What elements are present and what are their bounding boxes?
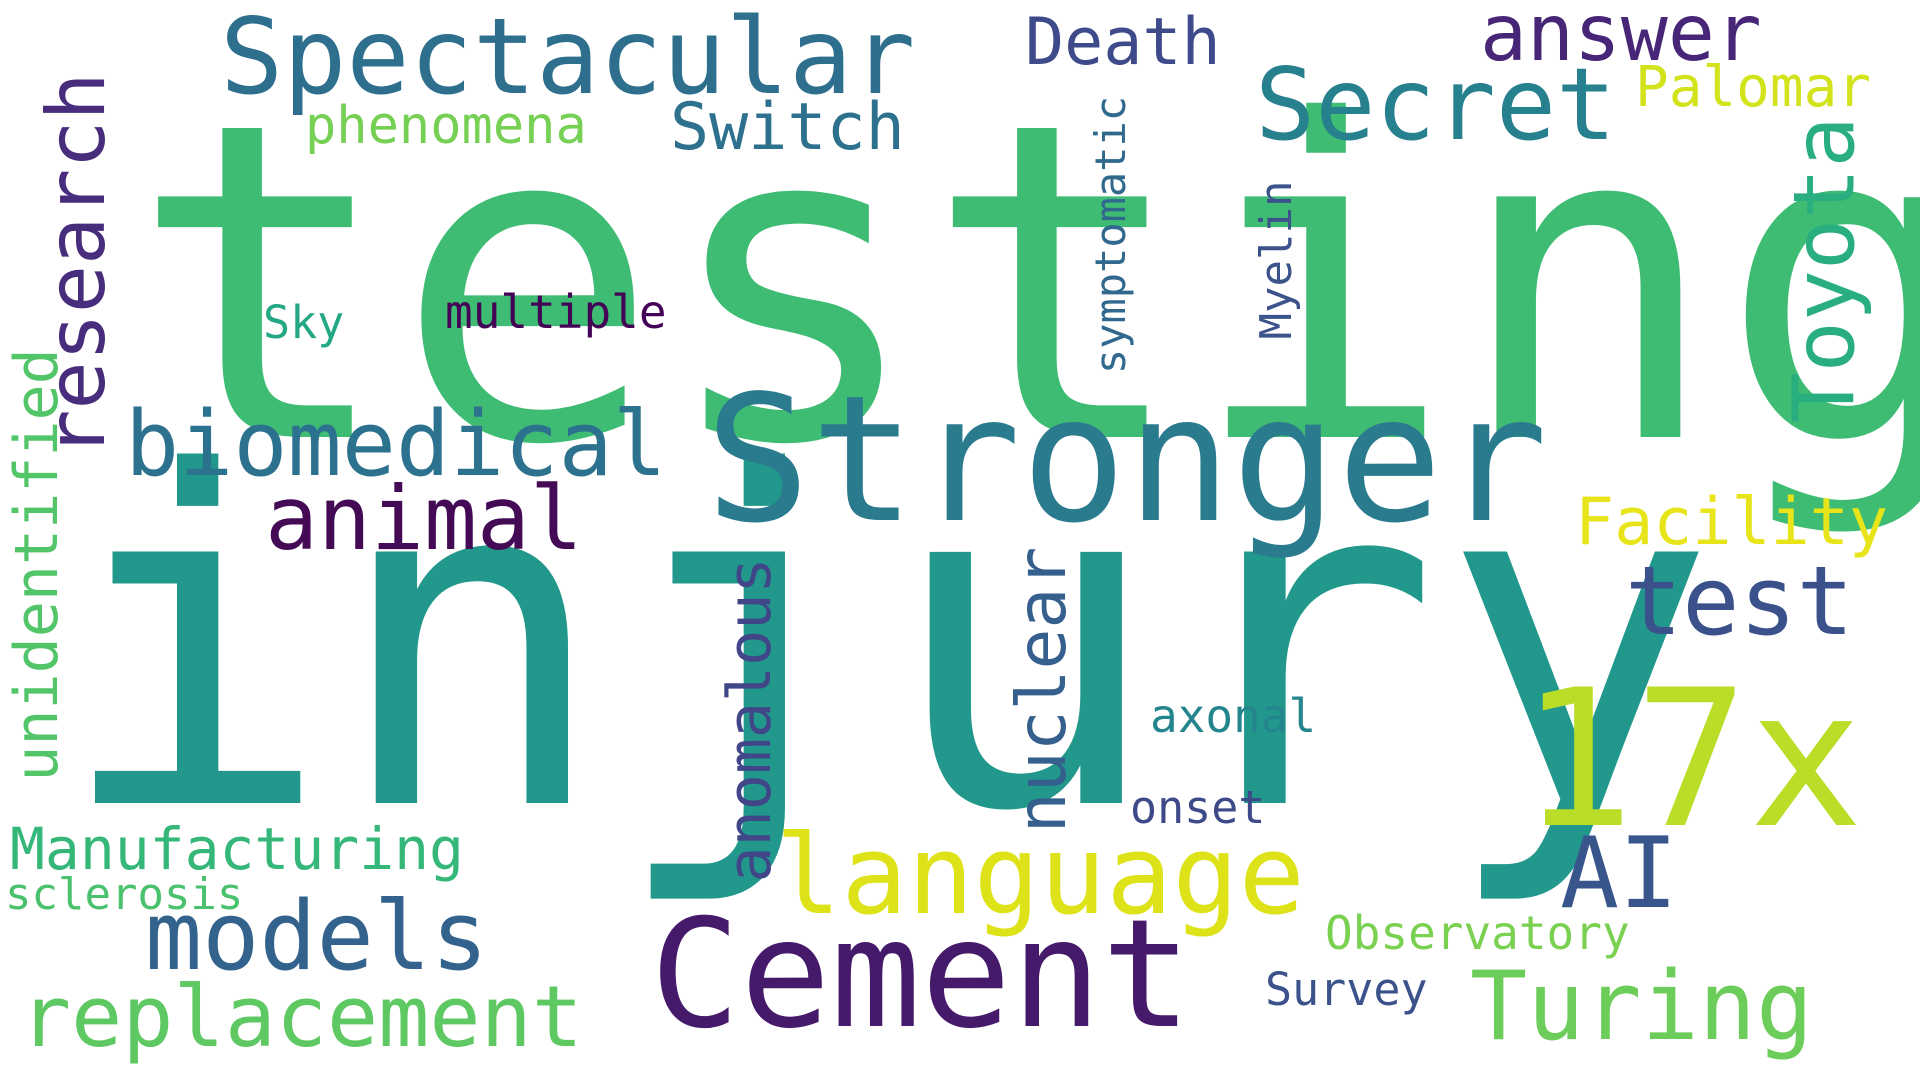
word-survey: Survey <box>1265 963 1428 1016</box>
word-injury: injury <box>55 377 1717 912</box>
word-sky: Sky <box>263 296 345 349</box>
word-death: Death <box>1025 5 1221 80</box>
word-switch: Switch <box>670 90 905 165</box>
word-testing: testing <box>130 29 1920 541</box>
word-unidentified: unidentified <box>2 348 72 782</box>
word-biomedical: biomedical <box>125 392 667 497</box>
word-animal: animal <box>265 467 583 570</box>
word-ai: AI <box>1560 817 1679 931</box>
word-axonal: axonal <box>1150 689 1317 743</box>
word-stronger: Stronger <box>705 359 1548 562</box>
word-language: language <box>775 811 1305 939</box>
word-facility: Facility <box>1575 485 1889 560</box>
word-palomar: Palomar <box>1635 55 1872 120</box>
word-replacement: replacement <box>20 968 583 1067</box>
word-phenomena: phenomena <box>305 96 587 156</box>
word-myelin: Myelin <box>1251 180 1302 340</box>
word-manufacturing: Manufacturing <box>10 815 464 883</box>
word-turing: Turing <box>1470 952 1814 1062</box>
word-multiple: multiple <box>445 285 667 339</box>
word-sclerosis: sclerosis <box>5 869 244 920</box>
word-cement: Cement <box>650 888 1192 1062</box>
word-onset: onset <box>1130 781 1266 834</box>
word-models: models <box>145 882 489 992</box>
word-spectacular: Spectacular <box>220 0 916 118</box>
word-secret: Secret <box>1255 46 1617 163</box>
word-observatory: Observatory <box>1325 906 1630 960</box>
word-answer: answer <box>1480 0 1762 79</box>
word-17x: 17x <box>1520 649 1864 870</box>
word-nuclear: nuclear <box>1003 546 1082 834</box>
word-toyota: Toyota <box>1775 116 1875 424</box>
word-test: test <box>1625 547 1854 657</box>
word-anomalous: anomalous <box>715 557 785 883</box>
word-symptomatic: symptomatic <box>1086 95 1135 375</box>
